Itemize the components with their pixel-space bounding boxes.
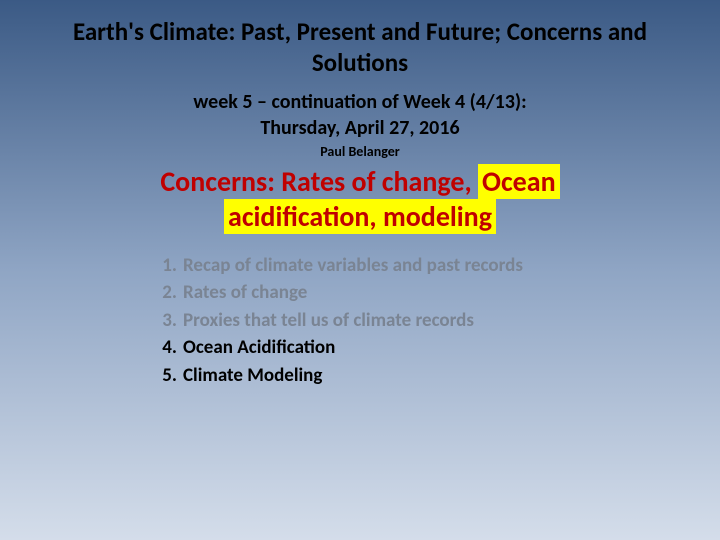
agenda-item: Proxies that tell us of climate records xyxy=(155,307,680,335)
agenda-item: Rates of change xyxy=(155,279,680,307)
topic-highlight-1: Ocean xyxy=(478,164,560,199)
author-name: Paul Belanger xyxy=(40,143,680,160)
subtitle-line1: week 5 – continuation of Week 4 (4/13): xyxy=(193,90,526,114)
slide: Earth's Climate: Past, Present and Futur… xyxy=(0,0,720,540)
slide-title: Earth's Climate: Past, Present and Futur… xyxy=(40,16,680,79)
agenda-list: Recap of climate variables and past reco… xyxy=(155,252,680,390)
agenda-item: Ocean Acidification xyxy=(155,334,680,362)
agenda-item: Climate Modeling xyxy=(155,362,680,390)
slide-subtitle: week 5 – continuation of Week 4 (4/13): … xyxy=(40,89,680,141)
topic-heading: Concerns: Rates of change, Ocean acidifi… xyxy=(40,164,680,234)
topic-highlight-2: acidification, modeling xyxy=(224,199,496,234)
topic-prefix: Concerns: Rates of change, xyxy=(160,164,478,199)
subtitle-line2: Thursday, April 27, 2016 xyxy=(260,116,459,140)
agenda-item: Recap of climate variables and past reco… xyxy=(155,252,680,280)
